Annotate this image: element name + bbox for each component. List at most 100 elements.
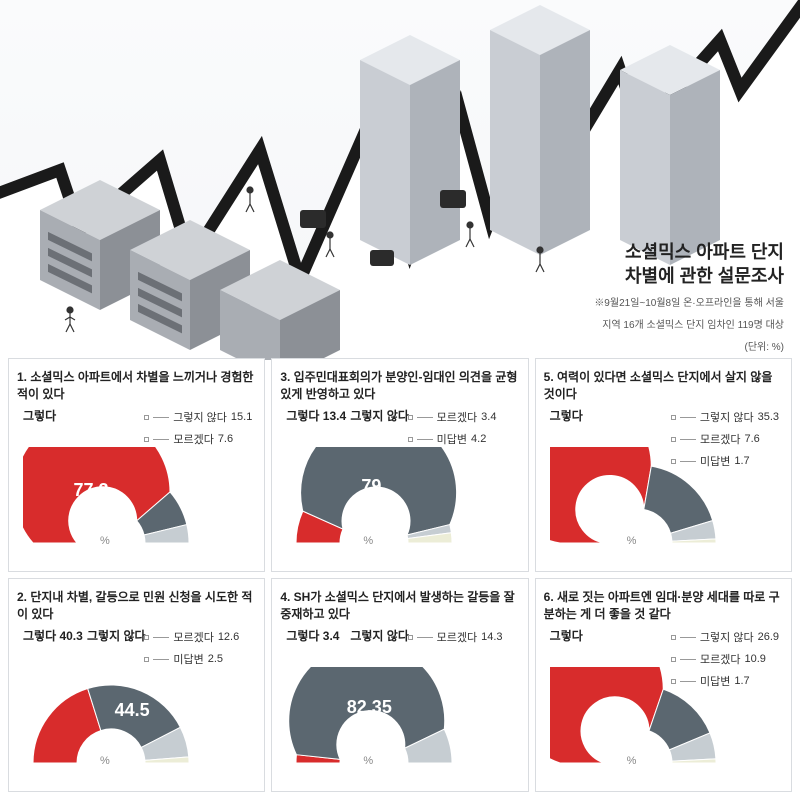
legend-leader	[417, 439, 433, 440]
legend-dot	[144, 415, 149, 420]
legend-stack: 모르겠다 14.3	[408, 629, 516, 651]
chart-wrap: 그렇다 60.5 % 그렇지 않다 26.9 모르겠다 10.9 미답변 1.7	[544, 623, 783, 773]
big-value: 44.5	[115, 700, 150, 721]
question-text: 1. 소셜믹스 아파트에서 차별을 느끼거나 경험한 적이 있다	[17, 369, 256, 403]
gauge-chart	[23, 447, 199, 547]
legend-value: 1.7	[734, 675, 749, 687]
survey-panel: 5. 여력이 있다면 소셜믹스 단지에서 살지 않을 것이다 그렇다 55.5 …	[535, 358, 792, 572]
legend-leader	[153, 637, 169, 638]
legend-label: 미답변	[700, 673, 730, 689]
legend-row-na: 미답변 1.7	[671, 453, 779, 469]
chart-wrap: 그렇다 3.4그렇지 않다 82.35 % 모르겠다 14.3	[280, 623, 519, 773]
legend-dot	[408, 415, 413, 420]
survey-panel: 2. 단지내 차별, 갈등으로 민원 신청을 시도한 적이 있다 그렇다 40.…	[8, 578, 265, 792]
legend-row-no: 그렇지 않다 15.1	[144, 409, 252, 425]
question-text: 5. 여력이 있다면 소셜믹스 단지에서 살지 않을 것이다	[544, 369, 783, 403]
label-yes: 그렇다	[550, 627, 583, 644]
legend-stack: 모르겠다 3.4 미답변 4.2	[408, 409, 516, 453]
legend-dot	[671, 679, 676, 684]
legend-row-na: 미답변 4.2	[408, 431, 516, 447]
legend-leader	[153, 417, 169, 418]
legend-row-dk: 모르겠다 14.3	[408, 629, 516, 645]
survey-panel: 3. 입주민대표회의가 분양인-임대인 의견을 균형있게 반영하고 있다 그렇다…	[271, 358, 528, 572]
legend-value: 7.6	[744, 433, 759, 445]
legend-dot	[671, 459, 676, 464]
percent-mark: %	[627, 535, 637, 547]
legend-value: 7.6	[218, 433, 233, 445]
legend-value: 1.7	[734, 455, 749, 467]
survey-panel: 6. 새로 짓는 아파트엔 임대·분양 세대를 따로 구분하는 게 더 좋을 것…	[535, 578, 792, 792]
legend-dot	[671, 437, 676, 442]
legend-label: 그렇지 않다	[700, 629, 754, 645]
title-sub1: ※9월21일~10월8일 온·오프라인을 통해 서울	[594, 297, 784, 311]
legend-dot	[671, 415, 676, 420]
panel-grid: 1. 소셜믹스 아파트에서 차별을 느끼거나 경험한 적이 있다 그렇다 77.…	[8, 358, 792, 792]
label-yes: 그렇다 13.4	[286, 407, 346, 424]
percent-mark: %	[627, 755, 637, 767]
legend-leader	[153, 439, 169, 440]
legend-value: 3.4	[481, 411, 496, 423]
label-yes: 그렇다 40.3	[23, 627, 83, 644]
big-value: 82.35	[347, 697, 392, 718]
label-yes: 그렇다	[23, 407, 56, 424]
legend-label: 모르겠다	[700, 651, 740, 667]
label-no: 그렇지 않다	[350, 407, 409, 424]
legend-label: 모르겠다	[173, 431, 213, 447]
chart-wrap: 그렇다 13.4그렇지 않다 79 % 모르겠다 3.4 미답변 4.2	[280, 403, 519, 553]
legend-value: 15.1	[231, 411, 252, 423]
legend-label: 모르겠다	[700, 431, 740, 447]
percent-mark: %	[363, 535, 373, 547]
legend-dot	[408, 635, 413, 640]
hero-illustration: 소셜믹스 아파트 단지 차별에 관한 설문조사 ※9월21일~10월8일 온·오…	[0, 0, 800, 360]
legend-leader	[680, 417, 696, 418]
percent-mark: %	[100, 535, 110, 547]
legend-label: 미답변	[437, 431, 467, 447]
legend-leader	[153, 659, 169, 660]
gauge-chart	[23, 667, 199, 767]
legend-label: 모르겠다	[437, 629, 477, 645]
big-value: 55.5	[584, 489, 619, 510]
label-no: 그렇지 않다	[87, 627, 146, 644]
survey-panel: 1. 소셜믹스 아파트에서 차별을 느끼거나 경험한 적이 있다 그렇다 77.…	[8, 358, 265, 572]
chart-wrap: 그렇다 77.3 % 그렇지 않다 15.1 모르겠다 7.6	[17, 403, 256, 553]
legend-stack: 그렇지 않다 15.1 모르겠다 7.6	[144, 409, 252, 453]
legend-leader	[680, 439, 696, 440]
legend-stack: 모르겠다 12.6 미답변 2.5	[144, 629, 252, 673]
legend-stack: 그렇지 않다 35.3 모르겠다 7.6 미답변 1.7	[671, 409, 779, 475]
legend-leader	[417, 417, 433, 418]
legend-value: 10.9	[744, 653, 765, 665]
legend-dot	[671, 657, 676, 662]
legend-row-no: 그렇지 않다 35.3	[671, 409, 779, 425]
question-text: 3. 입주민대표회의가 분양인-임대인 의견을 균형있게 반영하고 있다	[280, 369, 519, 403]
title-block: 소셜믹스 아파트 단지 차별에 관한 설문조사 ※9월21일~10월8일 온·오…	[594, 240, 784, 355]
chart-wrap: 그렇다 55.5 % 그렇지 않다 35.3 모르겠다 7.6 미답변 1.7	[544, 403, 783, 553]
legend-dot	[144, 437, 149, 442]
label-yes: 그렇다	[550, 407, 583, 424]
legend-row-dk: 모르겠다 7.6	[144, 431, 252, 447]
big-value: 60.5	[587, 706, 622, 727]
title-line2: 차별에 관한 설문조사	[594, 264, 784, 288]
legend-row-no: 그렇지 않다 26.9	[671, 629, 779, 645]
question-text: 4. SH가 소셜믹스 단지에서 발생하는 갈등을 잘 중재하고 있다	[280, 589, 519, 623]
legend-value: 4.2	[471, 433, 486, 445]
legend-dot	[144, 635, 149, 640]
legend-leader	[680, 637, 696, 638]
legend-dot	[144, 657, 149, 662]
legend-row-dk: 모르겠다 7.6	[671, 431, 779, 447]
legend-row-dk: 모르겠다 12.6	[144, 629, 252, 645]
legend-value: 12.6	[218, 631, 239, 643]
big-value: 77.3	[73, 480, 108, 501]
legend-value: 26.9	[758, 631, 779, 643]
legend-row-dk: 모르겠다 10.9	[671, 651, 779, 667]
legend-leader	[680, 461, 696, 462]
legend-dot	[671, 635, 676, 640]
percent-mark: %	[363, 755, 373, 767]
legend-label: 그렇지 않다	[173, 409, 227, 425]
legend-label: 미답변	[700, 453, 730, 469]
label-no: 그렇지 않다	[350, 627, 409, 644]
legend-label: 모르겠다	[173, 629, 213, 645]
legend-label: 미답변	[173, 651, 203, 667]
question-text: 2. 단지내 차별, 갈등으로 민원 신청을 시도한 적이 있다	[17, 589, 256, 623]
legend-leader	[680, 659, 696, 660]
legend-leader	[417, 637, 433, 638]
